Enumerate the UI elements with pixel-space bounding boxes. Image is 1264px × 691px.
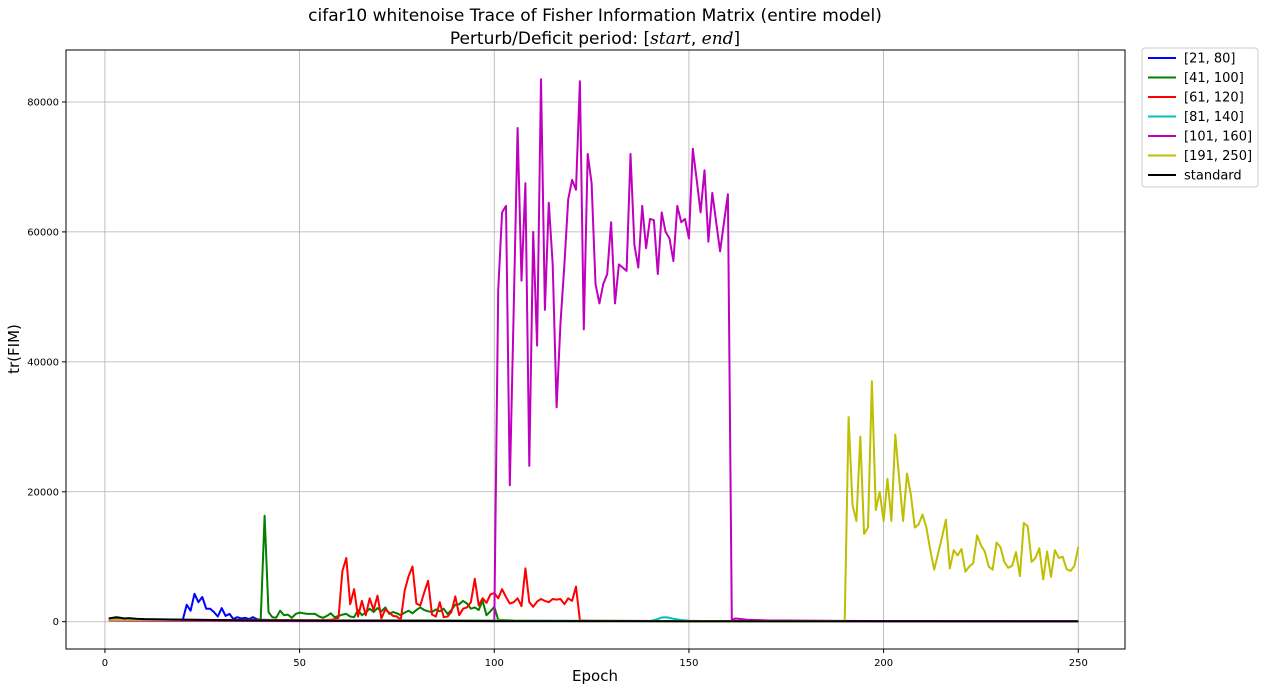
- series-line-standard: [108, 616, 1079, 623]
- legend-label-101-160: [101, 160]: [1184, 130, 1252, 145]
- series-line-21-80: [108, 592, 1079, 623]
- legend-label-191-250: [191, 250]: [1184, 149, 1252, 164]
- x-axis-label: Epoch: [572, 667, 618, 685]
- grid-lines: [66, 50, 1125, 649]
- legend-label-61-120: [61, 120]: [1184, 91, 1244, 106]
- title-end: end: [702, 29, 734, 49]
- title-prefix: Perturb/Deficit period: [: [450, 29, 650, 49]
- legend-box: [1141, 47, 1259, 188]
- x-tick-label: 200: [874, 658, 893, 669]
- x-tick-label: 250: [1069, 658, 1088, 669]
- y-tick-label: 20000: [27, 487, 59, 498]
- legend-label-standard: standard: [1184, 169, 1242, 184]
- x-tick-label: 0: [102, 658, 108, 669]
- legend-items: [21, 80] [41, 100] [61, 120] [81, 140] [101,…: [1148, 52, 1252, 184]
- y-tick-label: 60000: [27, 227, 59, 238]
- series-line-41-100: [108, 514, 1079, 623]
- y-axis-label: tr(FIM): [5, 324, 23, 374]
- legend-label-41-100: [41, 100]: [1184, 71, 1244, 86]
- series-line-61-120: [108, 557, 1079, 623]
- legend-label-81-140: [81, 140]: [1184, 110, 1244, 125]
- axis-ticks: 0 50 100 150 200 250 0 20000 40000 60000 80000: [27, 97, 1088, 669]
- title-start: start: [650, 29, 691, 49]
- series-line-101-160: [108, 78, 1079, 623]
- y-tick-label: 0: [53, 617, 59, 628]
- legend-label-21-80: [21, 80]: [1184, 52, 1236, 67]
- title-suffix: ]: [734, 29, 741, 49]
- legend: [21, 80] [41, 100] [61, 120] [81, 140] [101,…: [1141, 47, 1259, 188]
- x-tick-label: 150: [679, 658, 698, 669]
- x-tick-label: 100: [485, 658, 504, 669]
- series-lines: [108, 78, 1080, 623]
- chart-title-line2: Perturb/Deficit period: [start, end]: [450, 29, 740, 49]
- x-tick-label: 50: [293, 658, 306, 669]
- chart-title-line1: cifar10 whitenoise Trace of Fisher Infor…: [308, 6, 882, 26]
- y-tick-label: 40000: [27, 357, 59, 368]
- y-tick-label: 80000: [27, 97, 59, 108]
- series-line-191-250: [108, 380, 1080, 623]
- title-sep: ,: [691, 29, 702, 49]
- plot-area: [65, 49, 1126, 650]
